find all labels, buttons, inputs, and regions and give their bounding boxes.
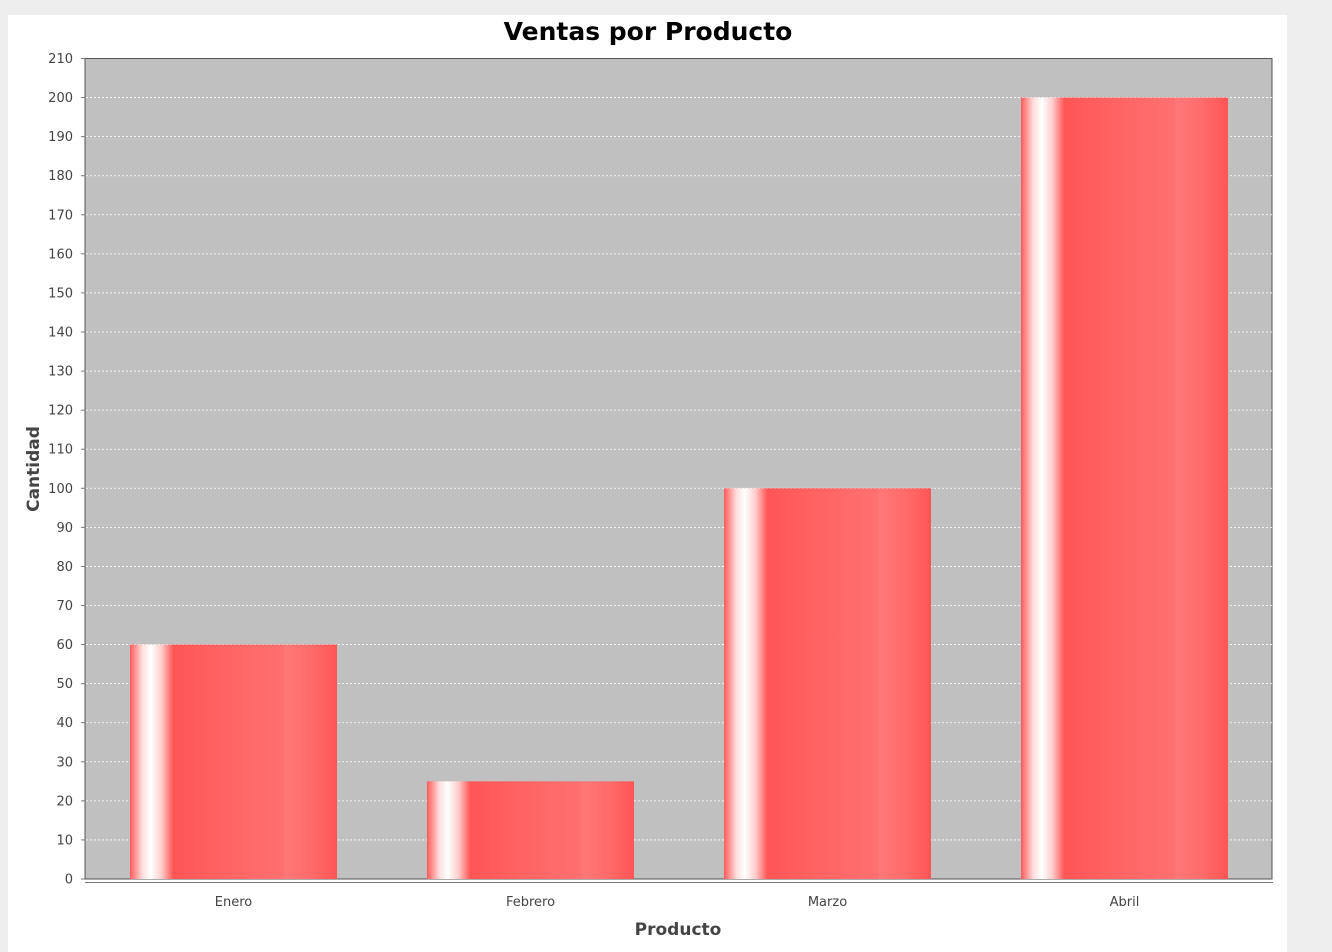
y-tick-label: 170 bbox=[48, 208, 73, 223]
x-tick-label: Febrero bbox=[506, 895, 555, 910]
y-tick-label: 20 bbox=[56, 794, 73, 809]
chart-panel: Ventas por Producto 0 10 20 30 40 50 60 70 80 90 1… bbox=[8, 15, 1287, 952]
bar-marzo bbox=[724, 488, 931, 879]
y-tick-label: 40 bbox=[56, 716, 73, 731]
y-tick-label: 210 bbox=[48, 52, 73, 67]
y-axis-title: Cantidad bbox=[24, 426, 44, 512]
y-tick-label: 70 bbox=[56, 599, 73, 614]
y-tick-label: 60 bbox=[56, 638, 73, 653]
y-tick-label: 150 bbox=[48, 286, 73, 301]
y-tick-label: 200 bbox=[48, 91, 73, 106]
y-tick-label: 50 bbox=[56, 677, 73, 692]
bar-chart: Ventas por Producto 0 10 20 30 40 50 60 70 80 90 1… bbox=[24, 17, 1273, 940]
chart-title: Ventas por Producto bbox=[504, 17, 793, 46]
bar-enero bbox=[130, 644, 337, 879]
y-tick-label: 110 bbox=[48, 443, 73, 458]
x-axis-title: Producto bbox=[635, 920, 722, 940]
x-axis: Enero Febrero Marzo Abril bbox=[85, 882, 1273, 910]
bar-abril bbox=[1021, 97, 1228, 880]
y-tick-label: 160 bbox=[48, 247, 73, 262]
bar-febrero bbox=[427, 781, 634, 879]
y-tick-label: 140 bbox=[48, 326, 73, 341]
y-tick-label: 190 bbox=[48, 130, 73, 145]
y-tick-label: 180 bbox=[48, 169, 73, 184]
bars bbox=[130, 97, 1228, 880]
y-axis: 0 10 20 30 40 50 60 70 80 90 100 110 120 130 140 150 160… bbox=[48, 52, 85, 888]
x-tick-label: Marzo bbox=[808, 895, 847, 910]
y-tick-label: 80 bbox=[56, 560, 73, 575]
y-tick-label: 100 bbox=[48, 482, 73, 497]
y-tick-label: 120 bbox=[48, 404, 73, 419]
x-tick-label: Abril bbox=[1110, 895, 1140, 910]
y-tick-label: 0 bbox=[65, 873, 73, 888]
y-tick-label: 130 bbox=[48, 365, 73, 380]
y-tick-label: 30 bbox=[56, 755, 73, 770]
x-tick-label: Enero bbox=[215, 895, 253, 910]
y-tick-label: 90 bbox=[56, 521, 73, 536]
y-tick-label: 10 bbox=[56, 833, 73, 848]
